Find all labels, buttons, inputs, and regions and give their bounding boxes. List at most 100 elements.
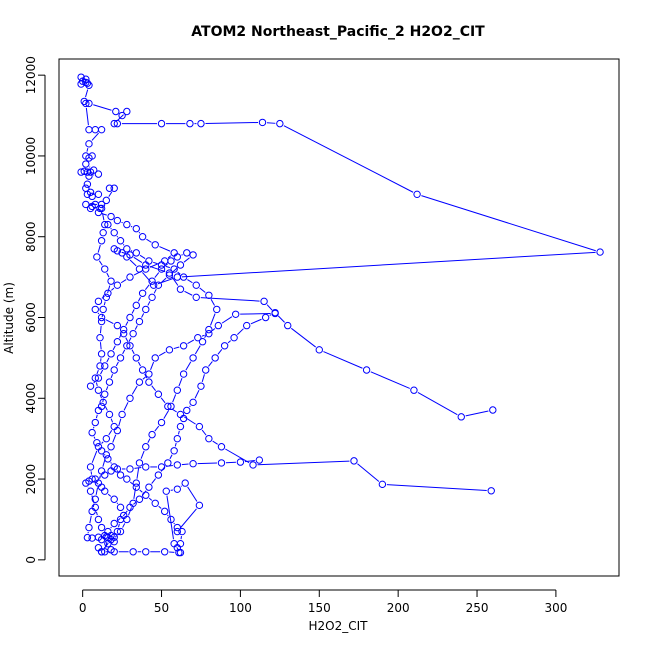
series-line-segment (99, 325, 102, 334)
series-line-segment (95, 511, 98, 516)
series-line-segment (197, 462, 217, 465)
data-point (101, 487, 109, 495)
series-line-segment (208, 361, 213, 367)
data-point (195, 422, 204, 431)
y-axis: 0 2000 4000 6000 8000 10000 12000 (24, 56, 46, 564)
series-line-segment (93, 436, 96, 439)
data-point (91, 418, 99, 427)
data-point (97, 125, 106, 134)
series-line-segment (250, 318, 262, 325)
series-line-segment (163, 409, 170, 419)
series-line-segment (128, 507, 132, 516)
series-line-segment (130, 225, 133, 228)
data-point (132, 249, 140, 257)
data-point (86, 463, 95, 471)
series-line-segment (131, 309, 135, 314)
series-line-segment (178, 378, 183, 387)
data-point (217, 459, 226, 467)
data-point (102, 293, 111, 302)
series-line-segment (158, 351, 166, 357)
series-line-segment (183, 416, 196, 425)
series-line-segment (187, 279, 193, 284)
series-line-segment (122, 510, 128, 517)
data-point (135, 495, 144, 503)
data-point (151, 241, 159, 249)
data-point (126, 394, 134, 402)
series-line-segment (133, 270, 142, 276)
series-line-segment (116, 470, 119, 472)
data-point (194, 333, 202, 342)
data-point (205, 325, 213, 334)
series-line-segment (146, 238, 152, 243)
series-line-segment (180, 485, 182, 487)
data-point (96, 333, 104, 342)
data-point (97, 204, 106, 213)
data-point (138, 366, 147, 374)
series-line-segment (102, 213, 107, 216)
data-point (315, 346, 323, 354)
series-line-segment (153, 288, 157, 294)
series-line-segment (117, 517, 121, 521)
series-line-segment (172, 267, 178, 273)
data-point (123, 107, 131, 116)
series-line-segment (173, 346, 180, 350)
data-point (82, 160, 90, 168)
series-4 (86, 249, 197, 552)
y-tick-label: 4000 (24, 383, 38, 414)
data-point (142, 265, 150, 273)
series-line-segment (139, 254, 146, 259)
series-line-segment (103, 534, 106, 537)
series-line-segment (96, 369, 99, 375)
data-point (110, 495, 118, 503)
data-point (217, 443, 226, 451)
data-point (83, 190, 92, 199)
series-line-segment (225, 448, 250, 464)
data-point (142, 548, 150, 556)
data-point (104, 455, 112, 463)
data-point (170, 265, 178, 273)
y-tick-label: 10000 (24, 137, 38, 175)
series-line-segment (211, 328, 216, 332)
series-line-segment (101, 441, 104, 444)
data-point (132, 224, 140, 233)
data-point (97, 548, 106, 556)
series-line-segment (174, 442, 177, 447)
data-point (157, 463, 166, 471)
data-point (77, 80, 85, 88)
data-point (82, 200, 90, 209)
x-axis-label: H2O2_CIT (309, 619, 369, 633)
x-tick-label: 50 (154, 601, 169, 615)
data-point (107, 443, 115, 451)
series-0 (77, 73, 604, 557)
data-point (104, 533, 112, 542)
data-point (176, 422, 185, 431)
data-point (102, 196, 111, 205)
series-line-segment (201, 374, 205, 382)
series-line-segment (194, 345, 201, 355)
data-point (157, 418, 166, 427)
data-point (173, 527, 182, 536)
data-point (123, 245, 131, 253)
x-tick-label: 300 (544, 601, 567, 615)
data-point (276, 119, 284, 128)
series-line-segment (179, 508, 197, 529)
data-point (181, 479, 189, 487)
series-line-segment (323, 351, 363, 369)
y-tick-label: 0 (24, 556, 38, 564)
data-point (96, 362, 104, 370)
data-point (205, 434, 213, 443)
data-point (126, 503, 134, 512)
series-line-segment (107, 493, 112, 497)
series-line-segment (85, 89, 89, 98)
series-line-segment (105, 541, 108, 548)
data-point (183, 406, 191, 415)
x-tick-label: 250 (466, 601, 489, 615)
data-point (126, 313, 134, 322)
chart-title: ATOM2 Northeast_Pacific_2 H2O2_CIT (191, 24, 485, 40)
x-tick-label: 150 (308, 601, 331, 615)
data-point (88, 534, 96, 542)
data-point (126, 273, 134, 281)
data-point (112, 107, 120, 116)
data-point (260, 297, 268, 306)
data-point (97, 523, 106, 532)
